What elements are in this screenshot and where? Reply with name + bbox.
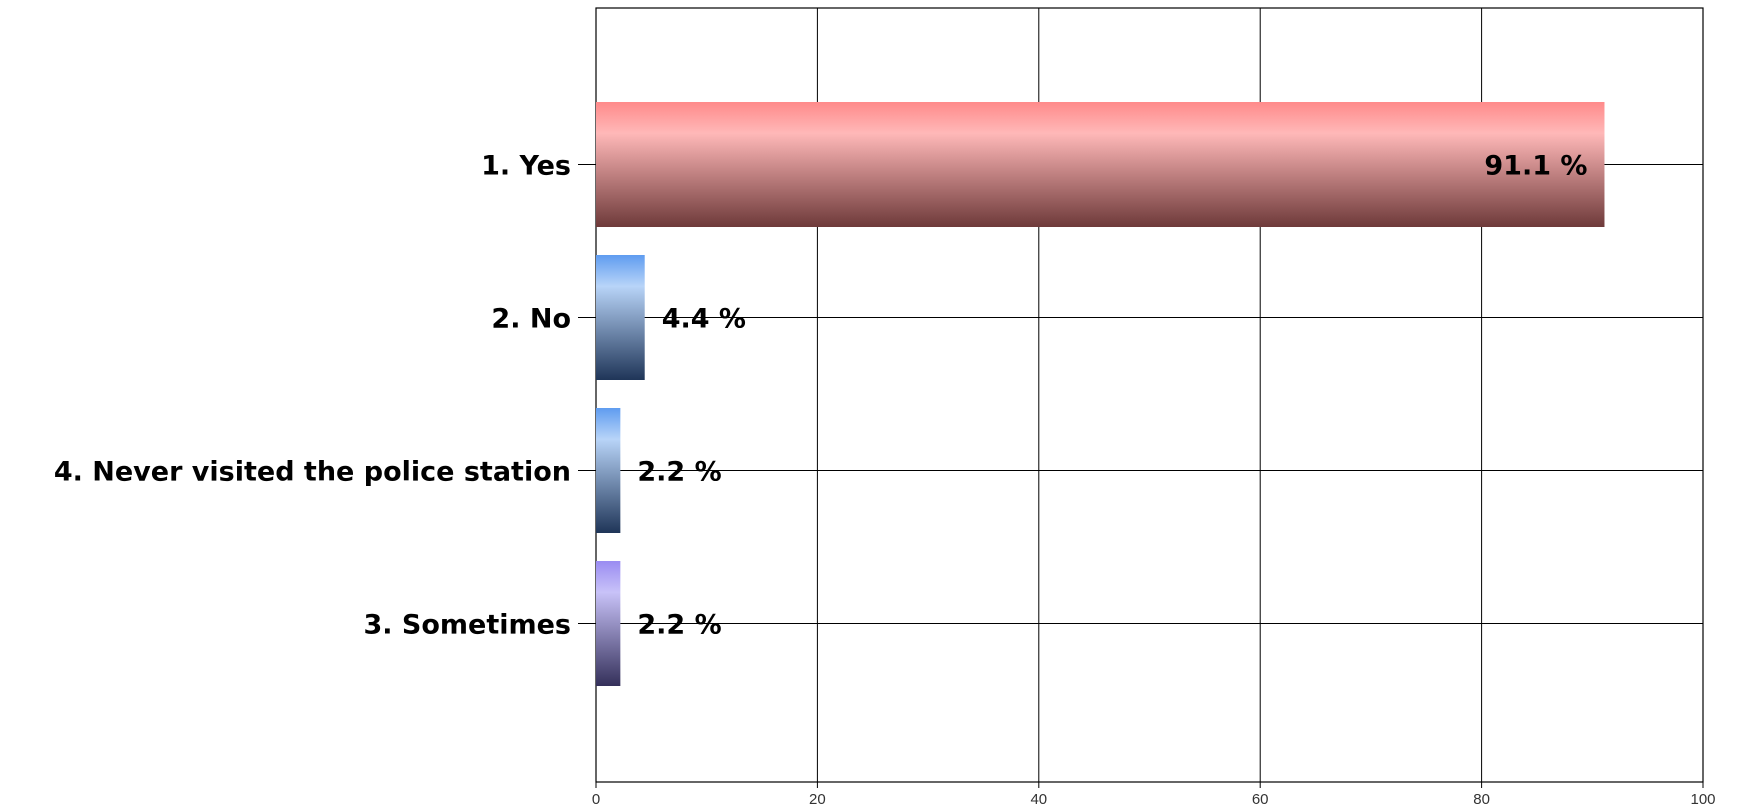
x-tick-label: 60	[1252, 791, 1269, 808]
value-label: 2.2 %	[637, 457, 721, 488]
category-label: 3. Sometimes	[363, 610, 571, 641]
value-label: 91.1 %	[1484, 151, 1587, 182]
x-tick-label: 0	[592, 791, 600, 808]
value-label: 4.4 %	[662, 304, 746, 335]
category-label: 4. Never visited the police station	[54, 457, 571, 488]
category-label: 1. Yes	[481, 151, 571, 182]
x-tick-label: 100	[1690, 791, 1715, 808]
bar	[596, 255, 645, 380]
bar	[596, 408, 621, 533]
category-label: 2. No	[491, 304, 571, 335]
labels: 0 20 40 60 80 100 1. Yes 91.1 % 2. No 4.4 % 4. Nev…	[54, 151, 1716, 809]
x-tick-label: 20	[809, 791, 826, 808]
x-tick-label: 40	[1030, 791, 1047, 808]
value-label: 2.2 %	[637, 610, 721, 641]
bars	[596, 102, 1605, 686]
x-tick-label: 80	[1473, 791, 1490, 808]
bar	[596, 561, 621, 686]
bar	[596, 102, 1605, 227]
